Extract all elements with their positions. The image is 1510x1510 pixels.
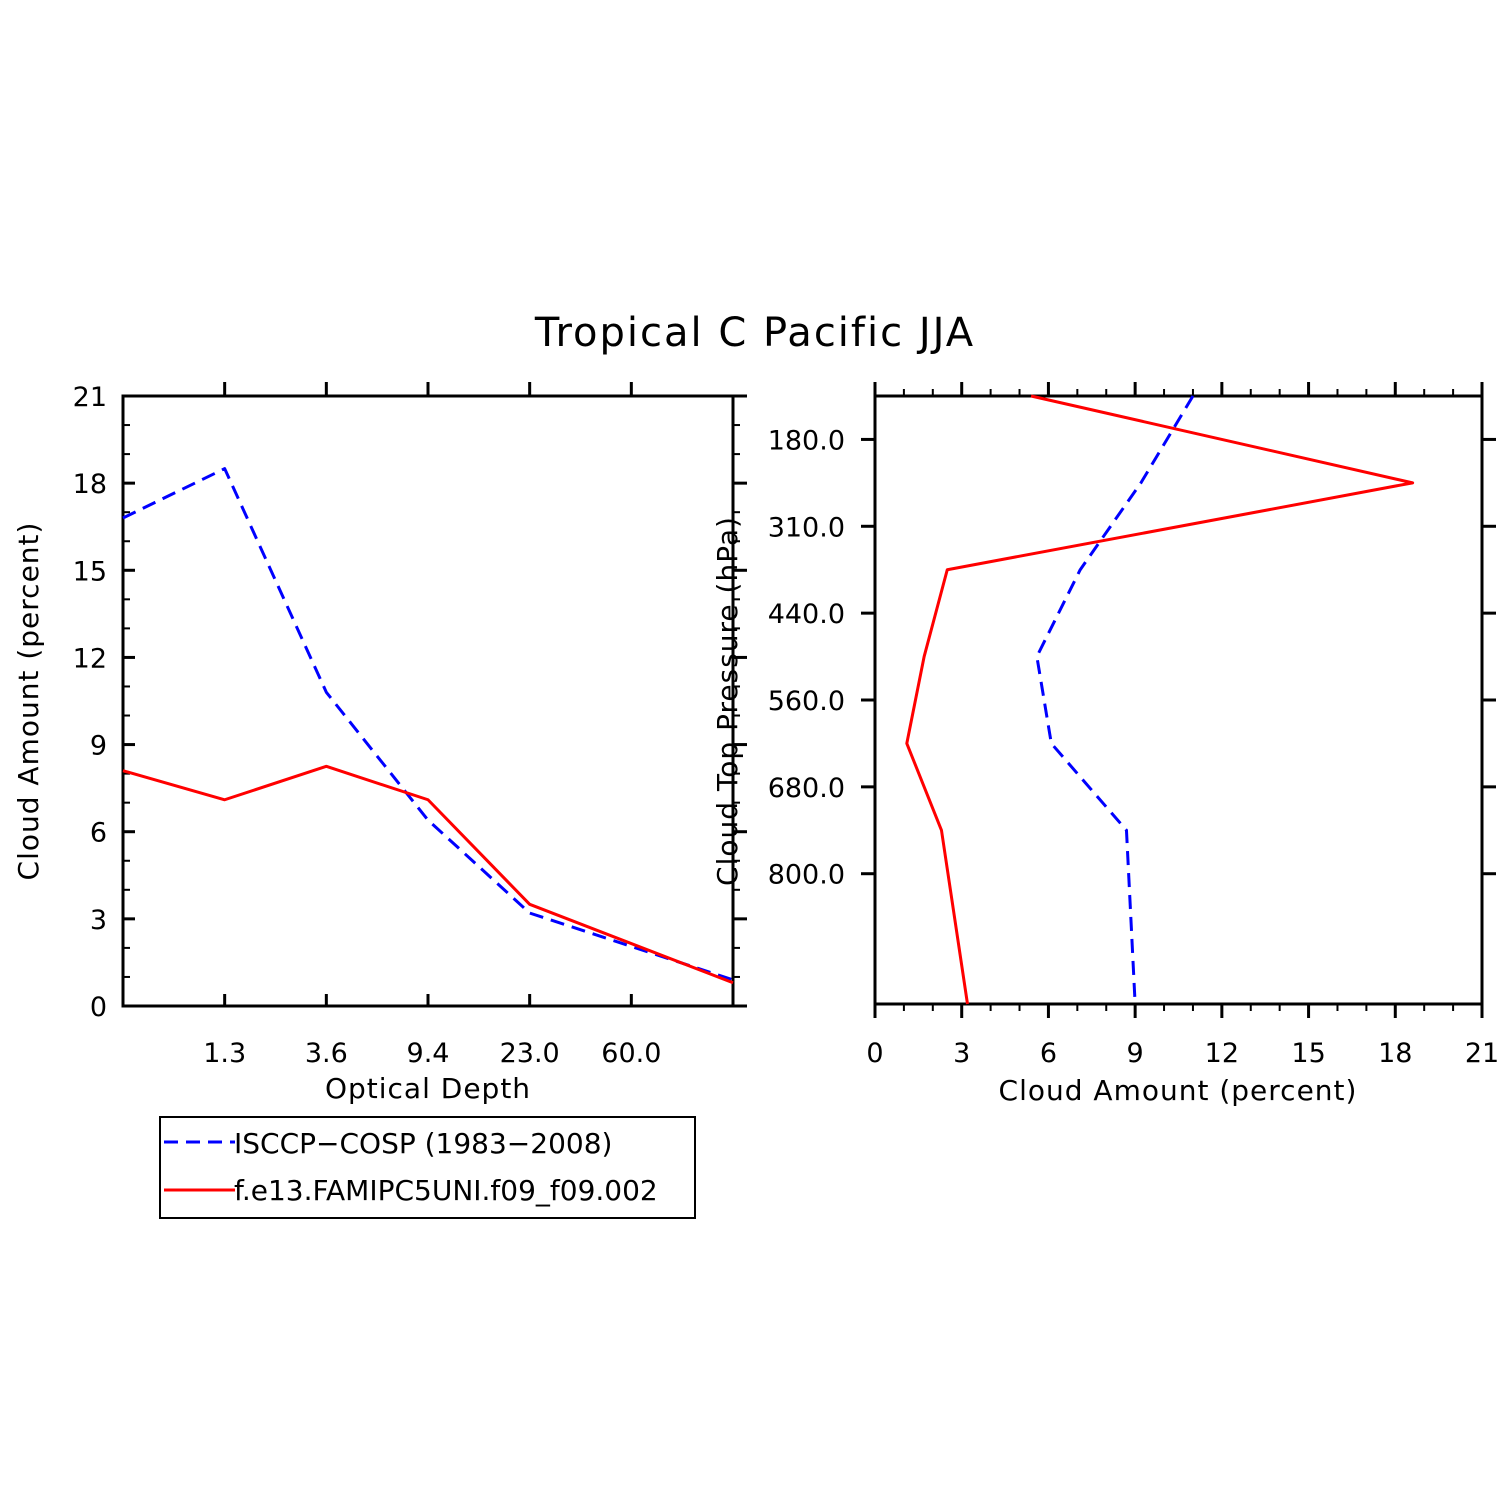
right-xtick-label: 0: [866, 1038, 883, 1069]
figure-title: Tropical C Pacific JJA: [534, 310, 975, 356]
right-xtick-label: 9: [1127, 1038, 1144, 1069]
right-ytick-label: 560.0: [768, 686, 845, 717]
left-series: [122, 467, 734, 985]
optical-depth-panel: 0 3 6 9 12 15 18 21 1.3 3.6 9.4 23.0 60.0 Optical De…: [12, 382, 747, 1105]
left-xtick-label: 3.6: [305, 1038, 348, 1069]
right-xtick-label: 18: [1378, 1038, 1412, 1069]
right-xtick-label: 15: [1291, 1038, 1325, 1069]
right-ytick-label: 310.0: [768, 512, 845, 543]
right-series-model-line: [905, 394, 1415, 1005]
left-plot-frame: [121, 394, 735, 1008]
right-xtick-label: 3: [953, 1038, 970, 1069]
left-ytick-label: 12: [73, 643, 107, 674]
left-y-axis-label: Cloud Amount (percent): [12, 522, 45, 881]
left-xtick-label: 23.0: [500, 1038, 560, 1069]
left-xtick-label: 1.3: [203, 1038, 246, 1069]
left-ytick-label: 0: [90, 992, 107, 1023]
legend-label-model: f.e13.FAMIPC5UNI.f09_f09.002: [234, 1174, 658, 1207]
right-y-axis-label: Cloud Top Pressure (hPa): [711, 516, 744, 886]
right-ticks: 0 3 6 9 12 15 18 21 180.0 310.0 440.0 560.0 680.0 800…: [768, 382, 1499, 1069]
left-series-model-line: [122, 764, 734, 985]
right-xtick-label: 21: [1465, 1038, 1499, 1069]
left-ytick-label: 3: [90, 905, 107, 936]
left-x-axis-label: Optical Depth: [325, 1072, 531, 1105]
left-ytick-label: 9: [90, 731, 107, 762]
left-ytick-label: 21: [73, 382, 107, 413]
legend: ISCCP−COSP (1983−2008) f.e13.FAMIPC5UNI.…: [159, 1116, 696, 1219]
right-ytick-label: 680.0: [768, 773, 845, 804]
left-series-obs-line: [122, 467, 734, 982]
left-xtick-label: 60.0: [601, 1038, 661, 1069]
right-series: [905, 394, 1415, 1005]
right-ytick-label: 180.0: [768, 425, 845, 456]
left-ytick-label: 18: [73, 469, 107, 500]
right-ytick-label: 800.0: [768, 860, 845, 891]
legend-box: [159, 1116, 696, 1219]
left-ytick-label: 15: [73, 556, 107, 587]
right-xtick-label: 12: [1205, 1038, 1239, 1069]
right-xtick-label: 6: [1040, 1038, 1057, 1069]
legend-label-obs: ISCCP−COSP (1983−2008): [234, 1127, 612, 1160]
pressure-panel: 0 3 6 9 12 15 18 21 180.0 310.0 440.0 560.0 680.0 800…: [711, 382, 1499, 1107]
right-x-axis-label: Cloud Amount (percent): [999, 1074, 1358, 1107]
left-ticks: 0 3 6 9 12 15 18 21 1.3 3.6 9.4 23.0 60.0: [73, 382, 747, 1069]
left-ytick-label: 6: [90, 818, 107, 849]
right-ytick-label: 440.0: [768, 599, 845, 630]
right-series-obs-line: [1035, 395, 1195, 1005]
left-xtick-label: 9.4: [407, 1038, 450, 1069]
